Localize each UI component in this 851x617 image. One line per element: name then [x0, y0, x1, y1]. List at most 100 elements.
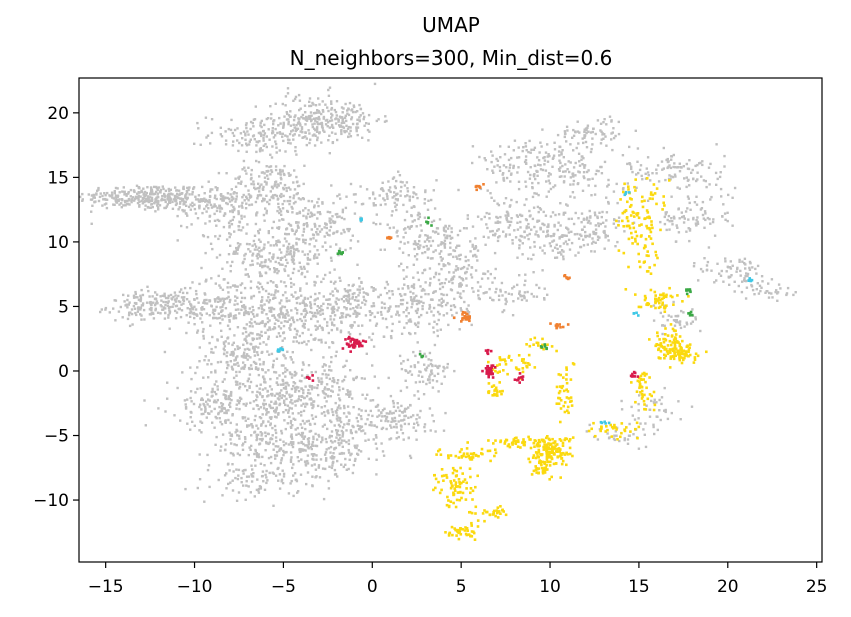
point: [284, 265, 287, 268]
point: [294, 336, 297, 339]
point: [222, 393, 225, 396]
point: [236, 296, 239, 299]
point: [418, 239, 421, 243]
point: [126, 306, 129, 309]
point: [430, 359, 433, 362]
point: [189, 428, 192, 431]
point: [400, 362, 403, 365]
point: [409, 415, 413, 419]
point: [200, 200, 203, 203]
point: [116, 198, 120, 202]
point: [592, 127, 595, 130]
point: [339, 407, 342, 410]
point: [353, 459, 357, 462]
point: [330, 369, 333, 372]
point: [175, 311, 179, 314]
point: [319, 458, 323, 461]
point: [395, 313, 398, 316]
point: [261, 455, 264, 459]
point: [193, 316, 196, 320]
point: [245, 480, 248, 483]
point: [228, 235, 231, 239]
point: [671, 223, 674, 226]
point: [266, 432, 270, 435]
point: [546, 229, 549, 232]
point: [562, 257, 565, 261]
point: [244, 404, 248, 407]
point: [164, 296, 168, 300]
point: [283, 281, 286, 284]
point: [292, 384, 295, 388]
point: [296, 212, 299, 215]
point: [417, 278, 420, 282]
point: [574, 174, 577, 177]
point: [327, 411, 330, 415]
point: [242, 484, 245, 487]
point: [291, 441, 295, 444]
point: [398, 409, 401, 412]
point: [465, 227, 468, 230]
point: [119, 305, 122, 309]
point: [345, 429, 348, 432]
point: [284, 375, 287, 378]
point: [539, 226, 542, 230]
point: [395, 208, 398, 212]
point: [428, 375, 431, 378]
point: [343, 116, 347, 120]
point: [246, 424, 249, 427]
point: [176, 192, 179, 196]
point: [547, 175, 550, 178]
point: [335, 417, 339, 420]
point: [147, 289, 150, 293]
point: [250, 203, 254, 206]
point: [343, 130, 346, 134]
point: [304, 460, 307, 463]
point: [334, 446, 338, 450]
point: [295, 243, 298, 246]
point: [281, 394, 284, 397]
point: [351, 437, 355, 440]
point: [278, 374, 281, 377]
point: [266, 281, 269, 285]
point: [722, 203, 725, 206]
point: [178, 300, 182, 304]
point: [202, 301, 205, 304]
point: [260, 330, 263, 334]
point: [280, 178, 283, 181]
point: [247, 275, 250, 278]
point: [268, 441, 271, 444]
point: [324, 103, 327, 106]
point: [260, 300, 263, 303]
point: [450, 227, 453, 230]
point: [167, 294, 170, 298]
point: [243, 469, 246, 472]
point: [321, 126, 324, 130]
point: [247, 311, 250, 314]
point: [249, 178, 253, 181]
point: [180, 224, 183, 228]
point: [298, 302, 302, 305]
point: [535, 230, 538, 233]
point: [380, 187, 384, 190]
point: [127, 294, 130, 297]
point: [232, 197, 235, 200]
point: [177, 294, 180, 298]
point: [121, 190, 124, 193]
point: [252, 400, 256, 403]
point: [320, 280, 323, 284]
point: [127, 191, 130, 194]
point: [297, 432, 300, 435]
point: [242, 356, 245, 359]
point: [308, 243, 311, 246]
point: [433, 343, 437, 347]
point: [272, 314, 276, 317]
point: [265, 299, 269, 302]
point: [229, 270, 232, 273]
point: [271, 257, 275, 260]
point: [265, 194, 268, 197]
point: [245, 323, 248, 326]
point: [322, 115, 326, 119]
point: [229, 405, 232, 409]
point: [259, 438, 262, 441]
point: [533, 173, 536, 176]
